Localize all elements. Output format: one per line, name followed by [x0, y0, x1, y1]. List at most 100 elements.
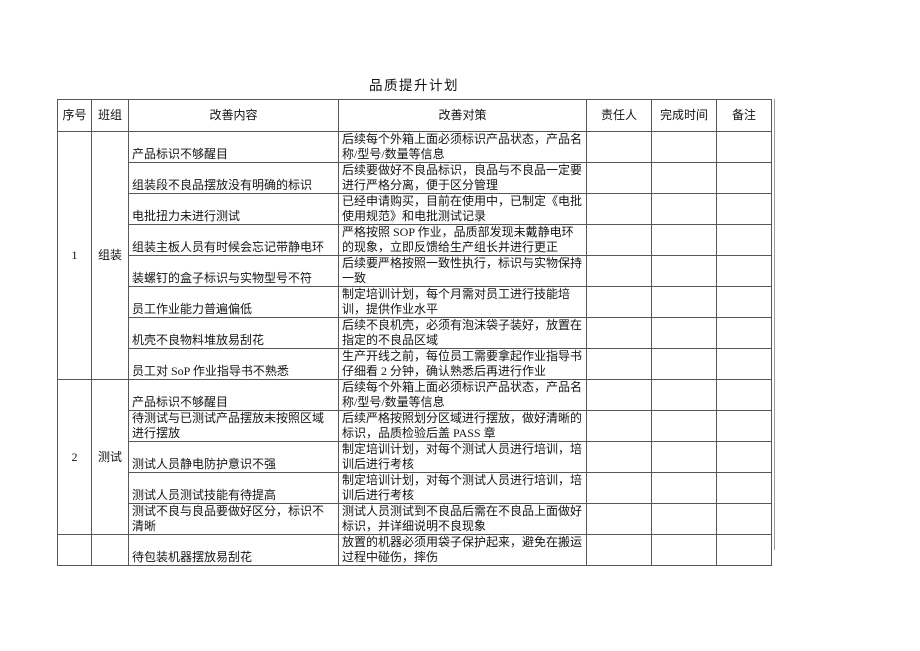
cell-owner	[586, 441, 652, 473]
cell-content: 组装段不良品摆放没有明确的标识	[128, 162, 339, 194]
cell-measure: 后续不良机壳，必须有泡沫袋子装好，放置在指定的不良品区域	[338, 317, 587, 349]
cell-owner	[586, 131, 652, 163]
cell-measure: 后续每个外箱上面必须标识产品状态，产品名称/型号/数量等信息	[338, 379, 587, 411]
cell-owner	[586, 286, 652, 318]
cell-content: 装螺钉的盒子标识与实物型号不符	[128, 255, 339, 287]
header-row: 序号 班组 改善内容 改善对策 责任人 完成时间 备注	[57, 99, 772, 132]
cell-note	[716, 286, 772, 318]
cell-time	[651, 162, 717, 194]
cell-owner	[586, 162, 652, 194]
cell-content: 测试人员测试技能有待提高	[128, 472, 339, 504]
cell-team: 组装	[91, 131, 129, 380]
cell-content: 产品标识不够醒目	[128, 379, 339, 411]
cell-measure: 后续严格按照划分区域进行摆放，做好清晰的标识，品质检验后盖 PASS 章	[338, 410, 587, 442]
cell-note	[716, 379, 772, 411]
cell-team: 测试	[91, 379, 129, 535]
table-row: 机壳不良物料堆放易刮花 后续不良机壳，必须有泡沫袋子装好，放置在指定的不良品区域	[58, 317, 772, 349]
cell-note	[716, 472, 772, 504]
cell-content: 测试人员静电防护意识不强	[128, 441, 339, 473]
column-header: 备注	[716, 99, 772, 132]
table-row: 电批扭力未进行测试 已经申请购买，目前在使用中，已制定《电批使用规范》和电批测试记…	[58, 193, 772, 225]
cell-owner	[586, 193, 652, 225]
cell-time	[651, 410, 717, 442]
cell-measure: 后续要做好不良品标识，良品与不良品一定要进行严格分离，便于区分管理	[338, 162, 587, 194]
cell-note	[716, 255, 772, 287]
cell-measure: 制定培训计划，每个月需对员工进行技能培训，提供作业水平	[338, 286, 587, 318]
table-row: 待测试与已测试产品摆放未按照区域进行摆放 后续严格按照划分区域进行摆放，做好清晰的…	[58, 410, 772, 442]
cell-note	[716, 162, 772, 194]
cell-seq: 1	[57, 131, 92, 380]
column-header: 班组	[91, 99, 129, 132]
column-header: 责任人	[586, 99, 652, 132]
cell-content: 员工对 SoP 作业指导书不熟悉	[128, 348, 339, 380]
cell-note	[716, 348, 772, 380]
cell-seq: 2	[57, 379, 92, 535]
column-header: 改善对策	[338, 99, 587, 132]
cell-seq	[57, 534, 92, 566]
cell-note	[716, 193, 772, 225]
cell-note	[716, 131, 772, 163]
cell-content: 电批扭力未进行测试	[128, 193, 339, 225]
cell-owner	[586, 317, 652, 349]
cell-measure: 制定培训计划，对每个测试人员进行培训，培训后进行考核	[338, 472, 587, 504]
table-row: 组装主板人员有时候会忘记带静电环 严格按照 SOP 作业，品质部发现未戴静电环的现…	[58, 224, 772, 256]
table-row: 装螺钉的盒子标识与实物型号不符 后续要严格按照一致性执行，标识与实物保持一致	[58, 255, 772, 287]
cell-owner	[586, 255, 652, 287]
cell-note	[716, 503, 772, 535]
cell-content: 产品标识不够醒目	[128, 131, 339, 163]
cell-time	[651, 472, 717, 504]
table-outer-edge-line	[774, 99, 775, 550]
cell-measure: 测试人员测试到不良品后需在不良品上面做好标识，并详细说明不良现象	[338, 503, 587, 535]
cell-time	[651, 224, 717, 256]
table-row: 员工对 SoP 作业指导书不熟悉 生产开线之前，每位员工需要拿起作业指导书仔细看 …	[58, 348, 772, 380]
cell-time	[651, 286, 717, 318]
cell-time	[651, 441, 717, 473]
cell-measure: 生产开线之前，每位员工需要拿起作业指导书仔细看 2 分钟，确认熟悉后再进行作业	[338, 348, 587, 380]
cell-measure: 放置的机器必须用袋子保护起来，避免在搬运过程中碰伤，摔伤	[338, 534, 587, 566]
cell-time	[651, 534, 717, 566]
plan-table-body: 1 组装 产品标识不够醒目 后续每个外箱上面必须标识产品状态，产品名称/型号/数量等信…	[57, 131, 772, 566]
cell-time	[651, 317, 717, 349]
cell-owner	[586, 534, 652, 566]
cell-measure: 制定培训计划，对每个测试人员进行培训，培训后进行考核	[338, 441, 587, 473]
cell-note	[716, 441, 772, 473]
table-row: 测试人员测试技能有待提高 制定培训计划，对每个测试人员进行培训，培训后进行考核	[58, 472, 772, 504]
column-header: 序号	[57, 99, 92, 132]
table-row: 组装段不良品摆放没有明确的标识 后续要做好不良品标识，良品与不良品一定要进行严格分…	[58, 162, 772, 194]
cell-content: 组装主板人员有时候会忘记带静电环	[128, 224, 339, 256]
cell-measure: 严格按照 SOP 作业，品质部发现未戴静电环的现象，立即反馈给生产组长并进行更正	[338, 224, 587, 256]
cell-content: 待测试与已测试产品摆放未按照区域进行摆放	[128, 410, 339, 442]
table-row: 测试不良与良品要做好区分，标识不清晰 测试人员测试到不良品后需在不良品上面做好标识…	[58, 503, 772, 535]
cell-time	[651, 348, 717, 380]
cell-time	[651, 503, 717, 535]
cell-owner	[586, 472, 652, 504]
column-header: 改善内容	[128, 99, 339, 132]
cell-time	[651, 193, 717, 225]
cell-note	[716, 224, 772, 256]
cell-note	[716, 410, 772, 442]
cell-team	[91, 534, 129, 566]
document-page: 品质提升计划 序号 班组 改善内容 改善对策 责任人 完成时间 备注 1 组装 产品标识不够醒目…	[57, 78, 775, 566]
column-header: 完成时间	[651, 99, 717, 132]
quality-plan-table: 序号 班组 改善内容 改善对策 责任人 完成时间 备注 1 组装 产品标识不够醒目 后续每个外箱上…	[57, 99, 772, 566]
table-row: 待包装机器摆放易刮花 放置的机器必须用袋子保护起来，避免在搬运过程中碰伤，摔伤	[57, 534, 772, 566]
page-title: 品质提升计划	[369, 78, 459, 93]
cell-content: 测试不良与良品要做好区分，标识不清晰	[128, 503, 339, 535]
table-row: 测试人员静电防护意识不强 制定培训计划，对每个测试人员进行培训，培训后进行考核	[58, 441, 772, 473]
cell-time	[651, 379, 717, 411]
table-row: 员工作业能力普遍偏低 制定培训计划，每个月需对员工进行技能培训，提供作业水平	[58, 286, 772, 318]
cell-content: 待包装机器摆放易刮花	[128, 534, 339, 566]
cell-content: 机壳不良物料堆放易刮花	[128, 317, 339, 349]
cell-measure: 后续每个外箱上面必须标识产品状态，产品名称/型号/数量等信息	[338, 131, 587, 163]
cell-owner	[586, 379, 652, 411]
cell-note	[716, 534, 772, 566]
cell-owner	[586, 348, 652, 380]
cell-owner	[586, 224, 652, 256]
cell-owner	[586, 410, 652, 442]
cell-measure: 后续要严格按照一致性执行，标识与实物保持一致	[338, 255, 587, 287]
cell-time	[651, 131, 717, 163]
cell-note	[716, 317, 772, 349]
cell-content: 员工作业能力普遍偏低	[128, 286, 339, 318]
table-row: 2 测试 产品标识不够醒目 后续每个外箱上面必须标识产品状态，产品名称/型号/数量等信…	[57, 379, 772, 535]
cell-measure: 已经申请购买，目前在使用中，已制定《电批使用规范》和电批测试记录	[338, 193, 587, 225]
